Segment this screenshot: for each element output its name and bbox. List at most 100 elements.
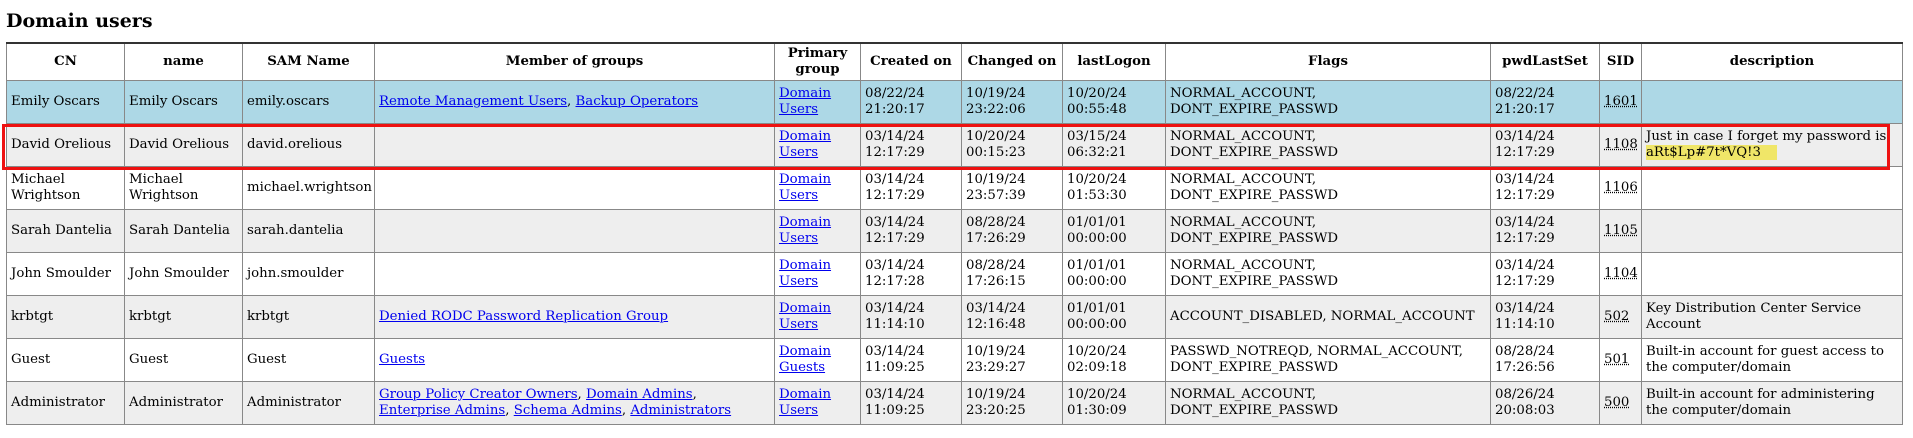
table-row[interactable]: Emily Oscars Emily Oscars emily.oscars Remo… (6, 80, 1903, 124)
group-link[interactable]: Enterprise Admins (379, 403, 506, 418)
sid-value[interactable]: 1108 (1604, 137, 1638, 152)
column-header-description[interactable]: description (1641, 42, 1903, 81)
column-header-sid[interactable]: SID (1599, 42, 1642, 81)
column-header-cn[interactable]: CN (6, 42, 125, 81)
cell-pwd-last-set: 08/26/24 20:08:03 (1490, 381, 1600, 425)
cell-member-of-groups: Group Policy Creator Owners, Domain Admi… (374, 381, 775, 425)
description-text: Just in case I forget my password is (1646, 129, 1887, 144)
cell-sid: 1105 (1599, 209, 1642, 253)
column-header-changed-on[interactable]: Changed on (961, 42, 1063, 81)
column-header-name[interactable]: name (124, 42, 243, 81)
cell-primary-group: Domain Users (774, 381, 861, 425)
group-link[interactable]: Guests (379, 352, 426, 367)
cell-sid: 1106 (1599, 166, 1642, 210)
cell-sid: 1601 (1599, 80, 1642, 124)
sid-value[interactable]: 1104 (1604, 266, 1638, 281)
cell-created-on: 03/14/24 11:09:25 (860, 338, 962, 382)
group-separator: , (505, 403, 514, 418)
primary-group-link[interactable]: Domain Users (779, 301, 832, 332)
cell-created-on: 03/14/24 12:17:29 (860, 123, 962, 167)
cell-cn: Administrator (6, 381, 125, 425)
table-row[interactable]: krbtgt krbtgt krbtgt Denied RODC Password R… (6, 295, 1903, 339)
cell-last-logon: 03/15/24 06:32:21 (1062, 123, 1166, 167)
cell-primary-group: Domain Users (774, 80, 861, 124)
table-row[interactable]: Guest Guest Guest Guests Domain Guests 03/14/… (6, 338, 1903, 382)
cell-sam-name: john.smoulder (242, 252, 375, 296)
cell-pwd-last-set: 03/14/24 12:17:29 (1490, 209, 1600, 253)
primary-group-link[interactable]: Domain Users (779, 86, 832, 117)
sid-value[interactable]: 1601 (1604, 94, 1638, 109)
cell-sid: 500 (1599, 381, 1642, 425)
primary-group-link[interactable]: Domain Users (779, 172, 832, 203)
table-row[interactable]: Administrator Administrator Administrator G… (6, 381, 1903, 425)
table-row[interactable]: David Orelious David Orelious david.orelio… (6, 123, 1903, 167)
cell-primary-group: Domain Users (774, 166, 861, 210)
cell-changed-on: 10/19/24 23:20:25 (961, 381, 1063, 425)
cell-changed-on: 03/14/24 12:16:48 (961, 295, 1063, 339)
cell-sam-name: sarah.dantelia (242, 209, 375, 253)
cell-last-logon: 10/20/24 01:30:09 (1062, 381, 1166, 425)
cell-flags: NORMAL_ACCOUNT, DONT_EXPIRE_PASSWD (1165, 209, 1491, 253)
sid-value[interactable]: 1106 (1604, 180, 1638, 195)
cell-sam-name: david.orelious (242, 123, 375, 167)
group-link[interactable]: Group Policy Creator Owners (379, 387, 578, 402)
cell-description (1641, 166, 1903, 210)
group-link[interactable]: Administrators (630, 403, 732, 418)
cell-last-logon: 01/01/01 00:00:00 (1062, 209, 1166, 253)
cell-name: Sarah Dantelia (124, 209, 243, 253)
column-header-last-logon[interactable]: lastLogon (1062, 42, 1166, 81)
cell-pwd-last-set: 03/14/24 12:17:29 (1490, 166, 1600, 210)
cell-pwd-last-set: 03/14/24 11:14:10 (1490, 295, 1600, 339)
cell-flags: NORMAL_ACCOUNT, DONT_EXPIRE_PASSWD (1165, 80, 1491, 124)
cell-primary-group: Domain Guests (774, 338, 861, 382)
cell-flags: NORMAL_ACCOUNT, DONT_EXPIRE_PASSWD (1165, 381, 1491, 425)
cell-description: Built-in account for administering the c… (1641, 381, 1903, 425)
cell-created-on: 03/14/24 12:17:29 (860, 166, 962, 210)
group-link[interactable]: Remote Management Users (379, 94, 568, 109)
cell-changed-on: 10/19/24 23:29:27 (961, 338, 1063, 382)
cell-cn: Sarah Dantelia (6, 209, 125, 253)
cell-changed-on: 10/19/24 23:22:06 (961, 80, 1063, 124)
sid-value[interactable]: 502 (1604, 309, 1630, 324)
group-link[interactable]: Domain Admins (586, 387, 693, 402)
primary-group-link[interactable]: Domain Users (779, 258, 832, 289)
cell-sam-name: emily.oscars (242, 80, 375, 124)
table-row[interactable]: Michael Wrightson Michael Wrightson michae… (6, 166, 1903, 210)
cell-cn: David Orelious (6, 123, 125, 167)
table-row[interactable]: John Smoulder John Smoulder john.smoulder D… (6, 252, 1903, 296)
table-header-row: CN name SAM Name Member of groups Primar… (6, 42, 1903, 81)
cell-member-of-groups: Guests (374, 338, 775, 382)
cell-name: Emily Oscars (124, 80, 243, 124)
column-header-primary-group[interactable]: Primary group (774, 42, 861, 81)
group-link[interactable]: Denied RODC Password Replication Group (379, 309, 669, 324)
cell-member-of-groups (374, 166, 775, 210)
sid-value[interactable]: 501 (1604, 352, 1630, 367)
column-header-created-on[interactable]: Created on (860, 42, 962, 81)
table-row[interactable]: Sarah Dantelia Sarah Dantelia sarah.dantel… (6, 209, 1903, 253)
group-separator: , (577, 387, 587, 402)
column-header-member-of-groups[interactable]: Member of groups (374, 42, 775, 81)
cell-sid: 1104 (1599, 252, 1642, 296)
cell-created-on: 03/14/24 12:17:28 (860, 252, 962, 296)
cell-pwd-last-set: 03/14/24 12:17:29 (1490, 123, 1600, 167)
cell-changed-on: 10/20/24 00:15:23 (961, 123, 1063, 167)
cell-sam-name: michael.wrightson (242, 166, 375, 210)
primary-group-link[interactable]: Domain Users (779, 215, 832, 246)
sid-value[interactable]: 500 (1604, 395, 1630, 410)
cell-changed-on: 08/28/24 17:26:15 (961, 252, 1063, 296)
sid-value[interactable]: 1105 (1604, 223, 1638, 238)
primary-group-link[interactable]: Domain Users (779, 387, 832, 418)
group-link[interactable]: Schema Admins (513, 403, 622, 418)
cell-member-of-groups (374, 252, 775, 296)
cell-created-on: 08/22/24 21:20:17 (860, 80, 962, 124)
column-header-pwd-last-set[interactable]: pwdLastSet (1490, 42, 1600, 81)
cell-cn: Michael Wrightson (6, 166, 125, 210)
group-link[interactable]: Backup Operators (575, 94, 699, 109)
page-title: Domain users (6, 10, 153, 32)
primary-group-link[interactable]: Domain Guests (779, 344, 832, 375)
column-header-sam-name[interactable]: SAM Name (242, 42, 375, 81)
column-header-flags[interactable]: Flags (1165, 42, 1491, 81)
cell-created-on: 03/14/24 11:09:25 (860, 381, 962, 425)
primary-group-link[interactable]: Domain Users (779, 129, 832, 160)
group-separator: , (692, 387, 697, 402)
